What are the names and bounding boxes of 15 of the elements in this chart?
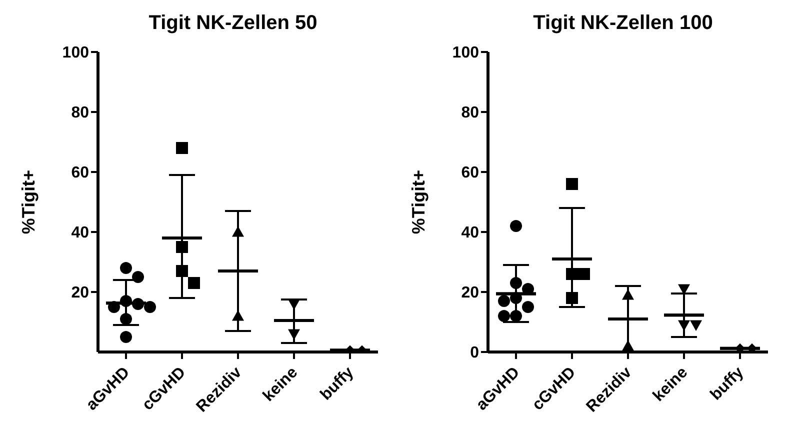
chart-title: Tigit NK-Zellen 100: [532, 11, 714, 36]
y-tick-label: 40: [71, 224, 90, 242]
y-axis-title: %Tigit+: [408, 170, 428, 234]
y-tick-label: 80: [461, 104, 480, 122]
y-axis-title: %Tigit+: [18, 170, 38, 234]
y-tick-label: 60: [461, 164, 480, 182]
y-tick-label: 60: [71, 164, 90, 182]
y-tick-label: 80: [71, 104, 90, 122]
chart-title: Tigit NK-Zellen 50: [148, 11, 318, 36]
y-tick-label: 40: [461, 224, 480, 242]
y-tick-label: 0: [470, 344, 480, 362]
y-tick-label: 20: [461, 284, 480, 302]
y-tick-label: 20: [71, 284, 90, 302]
y-tick-label: 100: [452, 44, 480, 62]
y-tick-label: 100: [62, 44, 90, 62]
